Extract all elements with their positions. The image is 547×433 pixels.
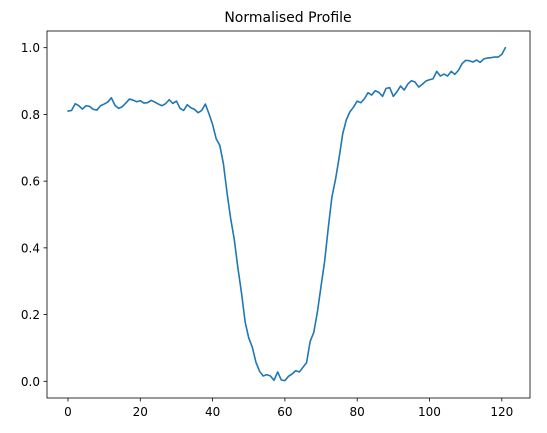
chart-title: Normalised Profile [224, 10, 351, 26]
x-tick-label: 40 [205, 405, 220, 419]
x-tick-label: 0 [64, 405, 72, 419]
x-tick-label: 80 [350, 405, 365, 419]
y-tick-label: 0.8 [21, 108, 40, 122]
x-axis: 0 20 40 60 80 100 120 [64, 398, 513, 419]
y-tick-label: 0.6 [21, 175, 40, 189]
profile-line [67, 46, 507, 382]
y-tick-label: 0.0 [21, 375, 40, 389]
x-tick-label: 60 [277, 405, 292, 419]
y-axis: 0.0 0.2 0.4 0.6 0.8 1.0 [21, 41, 47, 389]
y-tick-label: 0.4 [21, 241, 40, 255]
x-tick-label: 20 [133, 405, 148, 419]
y-tick-label: 1.0 [21, 41, 40, 55]
x-tick-label: 120 [490, 405, 513, 419]
x-tick-label: 100 [418, 405, 441, 419]
plot-frame [46, 30, 531, 399]
y-tick-label: 0.2 [21, 308, 40, 322]
